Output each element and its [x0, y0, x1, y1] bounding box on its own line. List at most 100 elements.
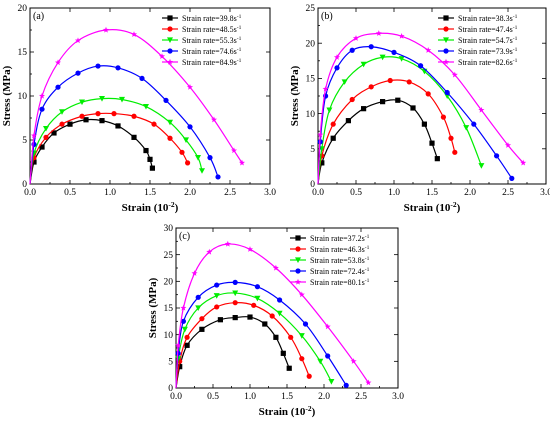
data-point [214, 282, 220, 288]
series-0 [29, 117, 155, 185]
data-point [452, 149, 458, 155]
data-point [195, 155, 201, 161]
x-tick-label: 1.5 [144, 188, 156, 198]
data-point [368, 44, 374, 50]
legend-entry: Strain rate=74.6s-1 [182, 47, 242, 56]
data-point [471, 121, 477, 127]
data-point [478, 163, 485, 169]
legend-entry: Strain rate=80.1s-1 [310, 278, 370, 287]
data-point [130, 31, 138, 37]
legend-entry: Strain rate=47.4s-1 [458, 25, 518, 34]
data-point [349, 96, 355, 103]
data-point [288, 334, 294, 340]
data-point [54, 59, 62, 66]
data-point [418, 63, 424, 69]
data-point [317, 358, 324, 365]
legend-entry-label: Strain rate=47.4s [458, 25, 513, 34]
data-point [254, 295, 261, 302]
data-point [247, 314, 253, 320]
data-point [167, 135, 173, 141]
data-point [349, 47, 355, 53]
data-point [217, 317, 223, 323]
data-point [509, 175, 515, 181]
x-tick-label: 3.0 [540, 188, 550, 198]
data-point [280, 350, 286, 356]
y-tick-label: 20 [18, 4, 28, 14]
series-3 [175, 279, 349, 389]
x-tick-label: 1.0 [244, 392, 256, 402]
x-axis-title-main: Strain (10 [404, 202, 451, 214]
data-point [95, 111, 101, 117]
data-point [181, 326, 188, 333]
data-point [429, 140, 435, 146]
data-point [131, 134, 137, 140]
data-point [215, 174, 221, 180]
data-point [102, 26, 110, 33]
data-point [79, 99, 85, 106]
data-point [232, 279, 238, 285]
data-point [232, 300, 238, 306]
series-1 [317, 77, 458, 185]
series-line [317, 32, 524, 185]
legend-entry-label: Strain rate=73.9s [458, 47, 513, 56]
legend-entry-label: Strain rate=46.3s [310, 245, 365, 254]
y-tick-label: 15 [164, 304, 174, 314]
series-2 [317, 54, 485, 185]
series-1 [175, 300, 312, 389]
y-tick-label: 25 [164, 251, 174, 261]
series-line [175, 243, 369, 389]
y-tick-label: 10 [18, 92, 28, 102]
series-line [317, 56, 482, 185]
data-point [67, 121, 73, 127]
x-tick-label: 1.0 [104, 188, 116, 198]
panel-label: (b) [321, 11, 333, 22]
legend-entry-label: Strain rate=80.1s [310, 278, 365, 287]
series-line [175, 302, 310, 389]
data-point [99, 96, 105, 102]
data-point [143, 147, 149, 154]
series-0 [317, 97, 440, 185]
legend-entry-exponent: -1 [513, 58, 518, 64]
data-point [207, 155, 213, 161]
data-point [298, 333, 305, 339]
y-tick-label: 30 [164, 224, 174, 234]
legend-entry-label: Strain rate=54.7s [458, 36, 513, 45]
data-point [59, 121, 65, 127]
data-point [425, 91, 431, 97]
series-line [29, 97, 203, 185]
data-point [334, 65, 340, 71]
legend-entry-exponent: -1 [365, 267, 370, 273]
x-tick-label: 1.5 [426, 188, 438, 198]
data-point [179, 149, 185, 155]
data-point [185, 160, 191, 166]
y-tick-label: 20 [164, 278, 174, 288]
series-line [175, 281, 347, 389]
data-point [333, 54, 341, 60]
x-tick-label: 0.0 [312, 188, 324, 198]
data-point [31, 141, 37, 147]
data-point [232, 290, 239, 297]
data-point [167, 119, 173, 126]
data-point [163, 97, 169, 103]
data-point [246, 246, 254, 252]
data-point [478, 106, 485, 113]
legend-entry: Strain rate=38.3s-1 [458, 14, 518, 23]
legend-entry: Strain rate=54.7s-1 [458, 36, 518, 45]
y-tick-label: 15 [18, 48, 28, 58]
panel-label: (c) [179, 231, 190, 242]
legend-entry-exponent: -1 [513, 25, 518, 31]
legend-entry: Strain rate=82.6s-1 [458, 58, 518, 67]
legend-entry-exponent: -1 [513, 14, 518, 20]
data-point [317, 131, 324, 138]
legend-entry-label: Strain rate=53.8s [310, 256, 365, 265]
data-point [365, 379, 372, 386]
legend-swatch-marker [443, 26, 449, 32]
data-point [38, 92, 46, 99]
x-axis-title-close: ) [457, 202, 461, 214]
legend-entry: Strain rate=73.9s-1 [458, 47, 518, 56]
data-point [119, 96, 125, 103]
legend-entry-label: Strain rate=72.4s [310, 267, 365, 276]
data-point [463, 125, 470, 131]
